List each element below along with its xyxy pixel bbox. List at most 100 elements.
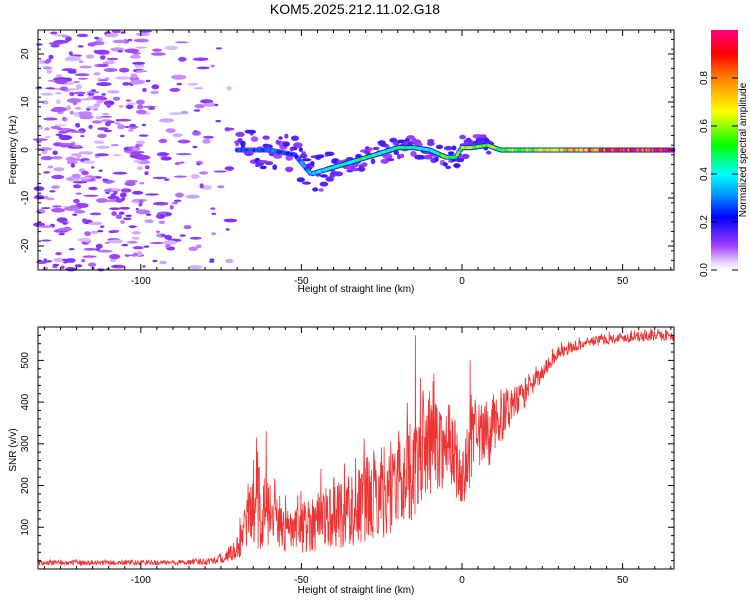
noise-blob [108,230,117,234]
ridge-halo [278,136,283,140]
noise-blob [135,144,140,148]
colorbar-label: Normalized spectral amplitude [738,82,749,217]
x-tick-label: 50 [617,575,629,586]
noise-blob-core [62,258,68,261]
noise-blob [61,35,67,38]
noise-blob [114,121,121,125]
noise-blob [82,218,87,223]
ridge-halo [442,162,448,167]
noise-blob [136,99,145,105]
y-tick-label: 0 [20,147,31,153]
ridge-halo [426,141,435,147]
noise-blob-core [179,234,186,237]
noise-blob [127,38,133,42]
noise-blob [195,244,202,249]
noise-blob [114,76,131,80]
noise-blob [193,87,204,90]
spectrogram-y-axis-label: Frequency (Hz) [8,116,19,185]
ridge-halo [299,153,308,159]
ridge-halo [455,157,465,163]
noise-blob [112,154,122,157]
noise-blob [177,139,191,144]
ridge-halo [262,135,270,140]
ridge-halo [302,181,311,185]
noise-blob-core [152,259,158,263]
noise-blob-core [148,107,156,110]
noise-blob-core [68,248,75,251]
noise-blob [88,186,98,191]
noise-blob [121,196,126,201]
noise-blob-core [49,190,56,193]
x-tick-label: -100 [131,575,151,586]
noise-blob [72,181,88,184]
noise-blob [127,129,134,132]
noise-blob [106,102,112,108]
noise-blob-core [94,248,101,251]
snr-plot-frame [37,326,675,570]
ridge-halo [298,147,303,152]
noise-blob [115,214,123,220]
chart-title: KOM5.2025.212.11.02.G18 [270,1,440,17]
noise-blob [62,116,67,121]
noise-blob [118,206,131,210]
ridge-halo [247,129,257,134]
ridge-halo [451,145,457,151]
noise-blob [223,218,238,223]
noise-blob-core [117,50,123,53]
noise-blob [211,232,217,236]
noise-blob [75,192,83,195]
noise-blob [110,264,126,269]
noise-blob [71,173,81,179]
noise-blob [73,81,80,84]
noise-blob [175,192,184,198]
noise-blob [225,127,235,131]
x-tick-label: -50 [294,575,309,586]
noise-blob-core [90,89,96,92]
noise-blob [77,203,89,208]
noise-blob [111,29,121,34]
ridge-halo [399,153,405,159]
spectrogram-ridge-layer [234,129,676,192]
noise-blob-core [143,245,150,248]
colorbar-tick-label: 0.8 [699,71,710,85]
noise-blob [88,124,93,130]
ridge-halo [235,131,245,137]
noise-blob [96,198,108,203]
noise-blob [44,127,50,131]
noise-blob [96,82,112,87]
noise-blob [125,104,134,110]
noise-blob [57,111,64,115]
ridge-halo [319,181,329,187]
noise-blob [97,63,109,68]
noise-blob [178,56,187,62]
noise-blob [77,77,89,80]
noise-blob-core [225,228,230,231]
ridge-halo [453,163,461,168]
ridge-halo [386,158,395,162]
noise-blob-core [142,265,146,268]
noise-blob [224,166,235,171]
noise-blob [124,181,136,186]
noise-blob [136,166,144,171]
noise-blob [54,92,63,95]
noise-blob [103,129,113,133]
noise-blob [201,185,212,190]
noise-blob [132,190,144,195]
noise-blob [71,144,82,148]
ridge-halo [235,140,240,147]
noise-blob [78,111,93,117]
noise-blob [124,254,131,257]
noise-blob-core [120,134,125,138]
noise-blob [53,106,67,112]
noise-blob-core [129,225,135,229]
noise-blob [125,180,139,183]
noise-blob [64,206,79,211]
noise-blob-core [101,93,106,96]
noise-blob [68,130,84,133]
noise-blob-core [43,258,47,261]
noise-blob [188,246,198,251]
noise-blob [160,156,172,161]
noise-blob [36,260,48,265]
noise-blob [40,156,53,161]
